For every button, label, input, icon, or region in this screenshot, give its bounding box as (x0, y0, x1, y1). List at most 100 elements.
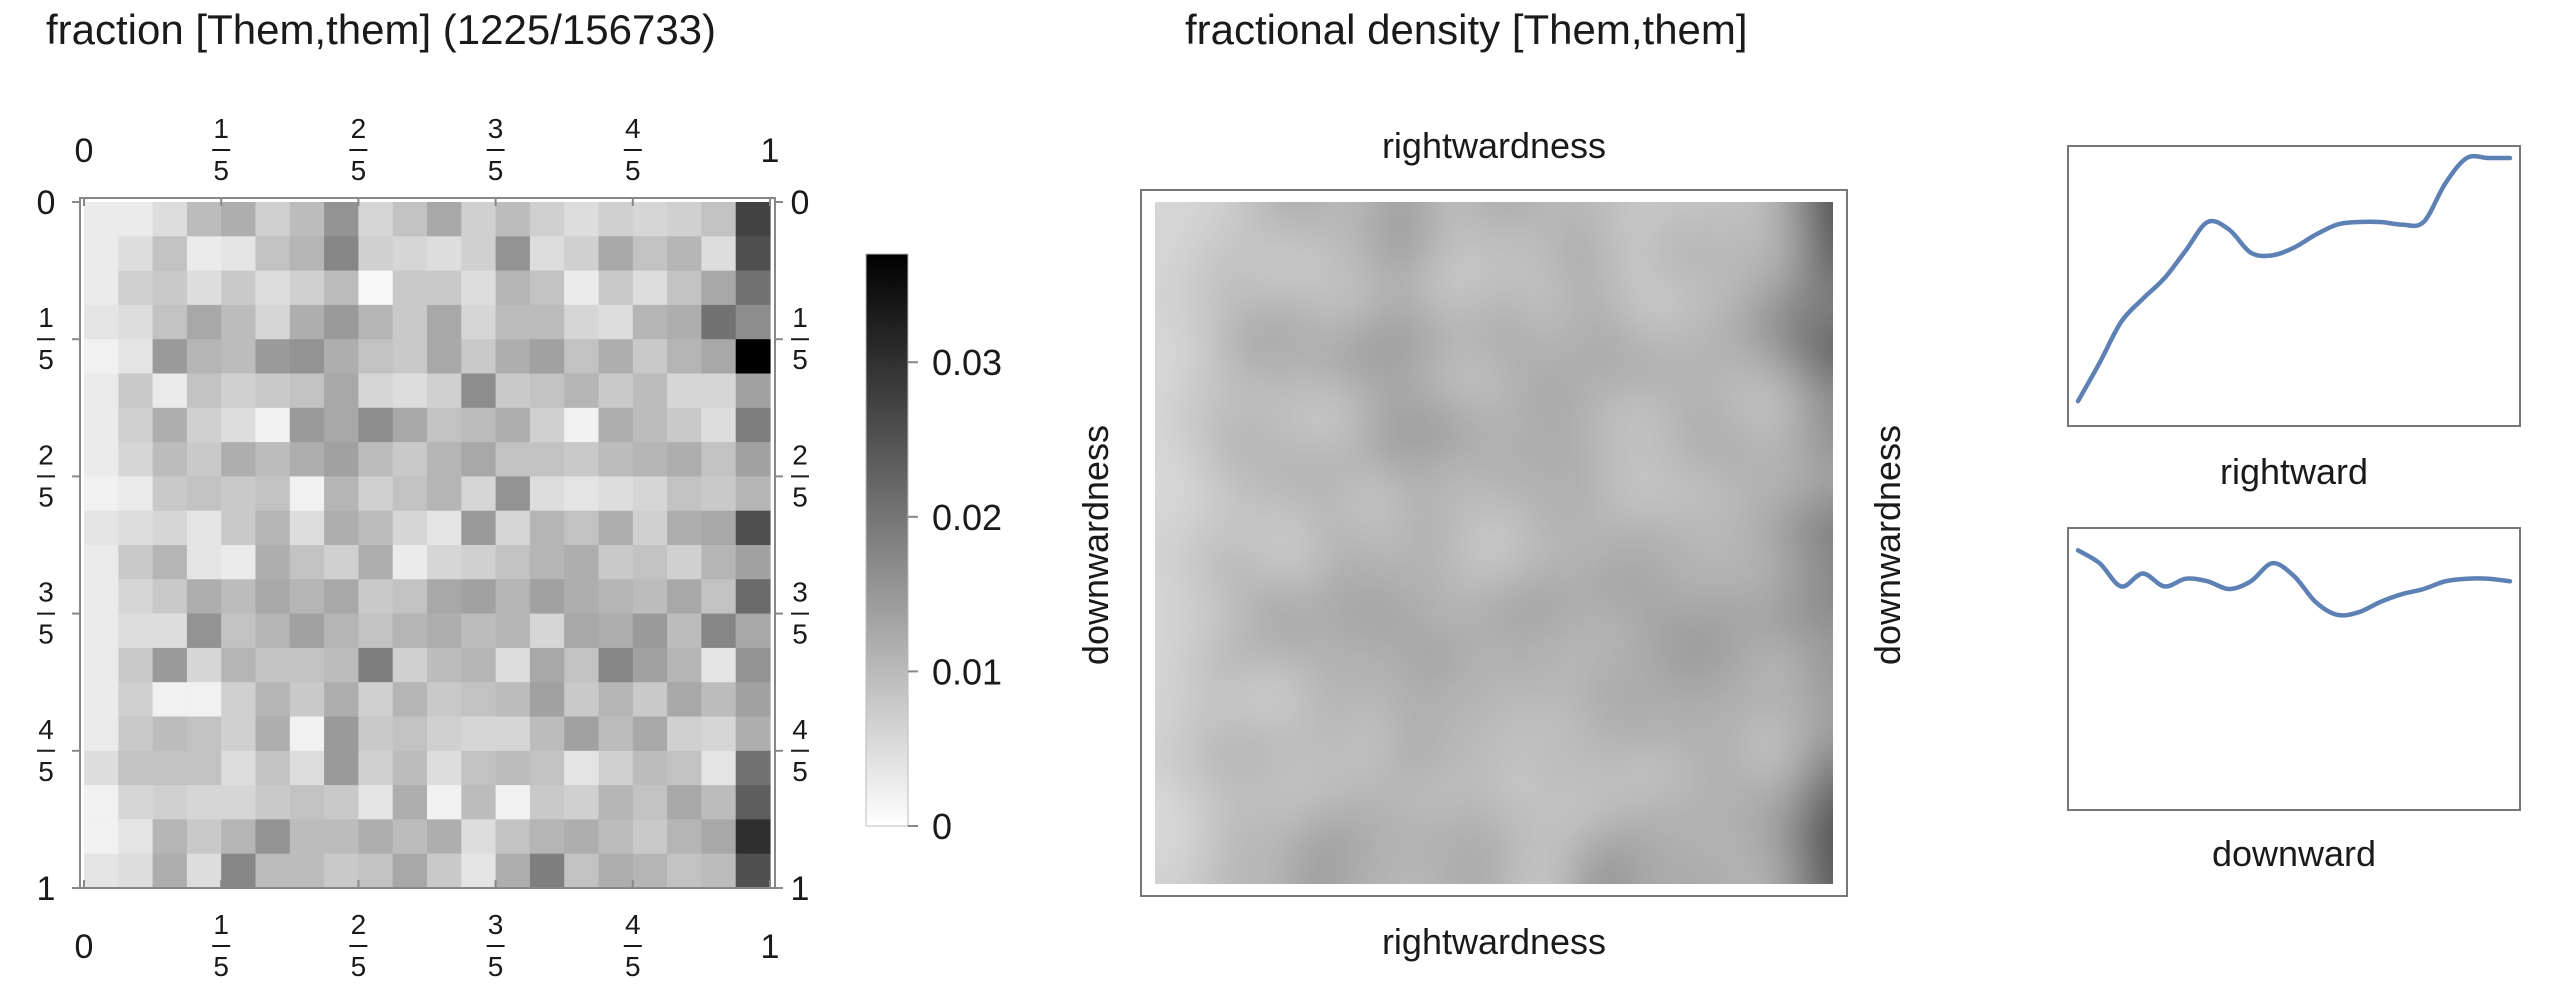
density-cell (1392, 611, 1428, 647)
heatmap-cell (529, 407, 565, 443)
density-cell (1595, 611, 1631, 647)
heatmap-cell (461, 750, 497, 786)
density-cell (1392, 815, 1428, 851)
density-cell (1188, 815, 1224, 851)
heatmap-cell (221, 682, 257, 718)
density-cell (1290, 338, 1326, 374)
density-cell (1799, 679, 1833, 715)
heatmap-cell (427, 236, 462, 272)
density-cell (1324, 815, 1360, 851)
heatmap-cell (392, 682, 428, 718)
heatmap-cell (392, 236, 428, 272)
density-cell (1392, 406, 1428, 442)
heatmap-cell (427, 339, 462, 375)
heatmap-cell (529, 270, 565, 306)
heatmap-cell (632, 819, 668, 855)
heatmap-cell (667, 785, 702, 820)
heatmap-cell (324, 339, 359, 375)
heatmap-cell (392, 442, 428, 477)
heatmap-cell (529, 716, 565, 752)
svg-text:1: 1 (761, 132, 780, 170)
density-cell (1256, 406, 1292, 442)
heatmap-cell (392, 785, 428, 820)
density-cell (1629, 645, 1665, 681)
density-cell (1358, 713, 1394, 749)
density-cell (1629, 508, 1665, 544)
density-frame (1140, 189, 1848, 897)
density-cell (1561, 577, 1597, 613)
density-cell (1155, 338, 1190, 374)
heatmap-cell (529, 785, 565, 820)
density-cell (1222, 406, 1258, 442)
heatmap-cell (564, 682, 600, 718)
heatmap-cell (289, 202, 325, 237)
density-plot (1155, 202, 1833, 884)
density-cell (1494, 304, 1529, 340)
density-cell (1324, 577, 1360, 613)
density-cell (1697, 338, 1733, 374)
svg-text:4: 4 (792, 714, 808, 745)
density-cell (1494, 406, 1529, 442)
density-cell (1561, 849, 1597, 884)
heatmap-cell (324, 682, 359, 718)
density-cell (1324, 474, 1360, 510)
density-cell (1595, 679, 1631, 715)
heatmap-cell (701, 647, 737, 683)
density-cell (1155, 645, 1190, 681)
density-cell (1392, 849, 1428, 884)
svg-text:5: 5 (792, 481, 808, 512)
svg-text:3: 3 (488, 909, 504, 940)
heatmap-cell (255, 407, 291, 443)
heatmap-cell (186, 853, 222, 889)
density-cell (1731, 543, 1767, 579)
density-cell (1222, 713, 1258, 749)
density-cell (1392, 543, 1428, 579)
heatmap-cell (667, 510, 702, 546)
heatmap-cell (667, 373, 702, 409)
density-cell (1155, 781, 1190, 817)
density-cell (1765, 440, 1801, 476)
heatmap-cell (186, 647, 222, 683)
density-cell (1697, 406, 1733, 442)
density-cell (1426, 304, 1462, 340)
density-cell (1663, 577, 1699, 613)
heatmap-cell (564, 236, 600, 272)
density-cell (1799, 202, 1833, 238)
heatmap-cell (461, 339, 497, 375)
density-cell (1426, 202, 1462, 238)
heatmap-cell (735, 442, 771, 477)
heatmap-cell (735, 647, 771, 683)
heatmap-cell (118, 682, 154, 718)
heatmap-cell (392, 819, 428, 855)
heatmap-cell (221, 819, 257, 855)
heatmap-cell (255, 750, 291, 786)
density-cell (1799, 645, 1833, 681)
svg-text:5: 5 (351, 155, 367, 186)
heatmap-cell (324, 853, 359, 889)
svg-text:5: 5 (38, 756, 54, 787)
heatmap-cell (598, 304, 634, 340)
density-cell (1392, 747, 1428, 783)
heatmap-cell (186, 202, 222, 237)
density-cell (1629, 747, 1665, 783)
density-cell (1358, 406, 1394, 442)
density-cell (1358, 815, 1394, 851)
heatmap-cell (529, 853, 565, 889)
svg-text:3: 3 (792, 577, 808, 608)
heatmap-cell (735, 579, 771, 615)
density-cell (1324, 440, 1360, 476)
density-cell (1290, 270, 1326, 306)
heatmap-cell (667, 647, 702, 683)
density-cell (1595, 202, 1631, 238)
heatmap-cell (495, 339, 531, 375)
heatmap-cell (564, 545, 600, 580)
density-ylabel-right: downwardness (1867, 425, 1908, 665)
heatmap-cell (289, 853, 325, 889)
heatmap-cell (186, 750, 222, 786)
density-cell (1188, 474, 1224, 510)
density-cell (1765, 372, 1801, 408)
heatmap-cell (84, 785, 119, 820)
density-cell (1392, 440, 1428, 476)
density-cell (1799, 747, 1833, 783)
heatmap-cell (495, 236, 531, 272)
